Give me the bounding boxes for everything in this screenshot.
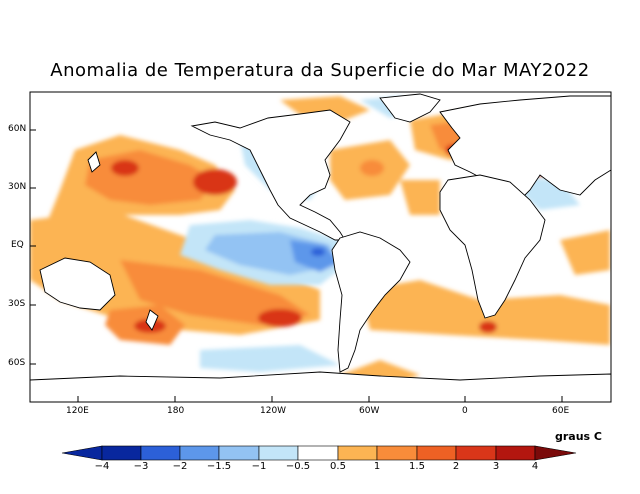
colorbar-left-arrow <box>61 445 103 461</box>
north-america <box>190 109 351 241</box>
new-zealand <box>145 309 159 331</box>
colorbar-label: −2 <box>172 461 188 472</box>
japan <box>87 151 101 173</box>
colorbar-label: −0.5 <box>285 461 311 472</box>
colorbar-label: 2 <box>452 461 460 472</box>
africa <box>439 174 546 319</box>
colorbar-segment <box>101 445 142 461</box>
colorbar-segment <box>495 445 536 461</box>
lat-label: EQ <box>11 240 24 250</box>
colorbar-units: graus C <box>555 430 603 443</box>
greenland <box>379 93 441 123</box>
colorbar-label: −1.5 <box>206 461 232 472</box>
axis-ticks <box>30 129 563 402</box>
antarctica <box>30 371 611 402</box>
map-title: Anomalia de Temperatura da Superficie do… <box>50 60 590 81</box>
colorbar-label: 3 <box>492 461 500 472</box>
colorbar <box>61 445 577 461</box>
colorbar-segment <box>297 445 339 461</box>
colorbar-segment <box>416 445 457 461</box>
colorbar-right-arrow <box>534 445 577 461</box>
colorbar-segment <box>218 445 260 461</box>
south-america <box>331 231 411 373</box>
colorbar-label: −4 <box>94 461 110 472</box>
lat-label: 30S <box>8 299 26 309</box>
lon-label: 0 <box>462 406 468 416</box>
colorbar-label: 1 <box>373 461 381 472</box>
map-frame <box>29 91 612 403</box>
lon-label: 180 <box>167 406 185 416</box>
lon-label: 60E <box>552 406 570 416</box>
colorbar-segment <box>179 445 220 461</box>
continent-outlines <box>30 93 611 402</box>
colorbar-label: 1.5 <box>409 461 425 472</box>
lat-label: 60S <box>8 358 26 368</box>
lat-label: 60N <box>8 124 27 134</box>
australia <box>39 257 116 311</box>
lat-label: 30N <box>8 182 27 192</box>
colorbar-segment <box>337 445 378 461</box>
colorbar-segment <box>455 445 497 461</box>
lon-label: 120W <box>260 406 287 416</box>
lon-label: 120E <box>66 406 89 416</box>
colorbar-label: 0.5 <box>330 461 346 472</box>
colorbar-label: −3 <box>133 461 149 472</box>
lon-label: 60W <box>359 406 380 416</box>
colorbar-segment <box>376 445 418 461</box>
colorbar-segment <box>140 445 181 461</box>
colorbar-label: 4 <box>531 461 539 472</box>
colorbar-label: −1 <box>251 461 267 472</box>
colorbar-segment <box>258 445 299 461</box>
